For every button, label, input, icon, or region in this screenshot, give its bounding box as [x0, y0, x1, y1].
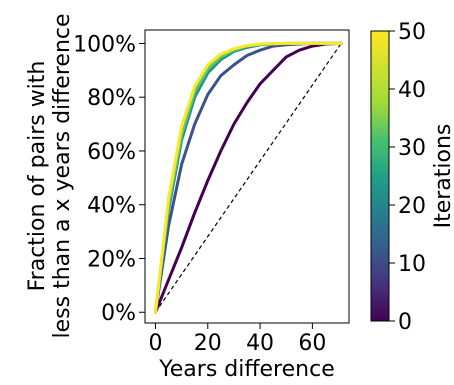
x-tick-label: 60: [298, 331, 326, 356]
x-axis-label: Years difference: [158, 357, 334, 382]
y-tick-label: 0%: [101, 301, 136, 326]
colorbar: 0 10 20 30 40 50 Iterations: [370, 20, 454, 335]
colorbar-tick-label: 40: [398, 78, 426, 103]
colorbar-label: Iterations: [431, 124, 454, 229]
y-tick-label: 60%: [87, 140, 136, 165]
colorbar-ticks: 0 10 20 30 40 50: [389, 20, 426, 335]
y-tick-label: 80%: [87, 86, 136, 111]
x-axis-ticks: 0 20 40 60: [148, 323, 326, 356]
x-tick-label: 20: [194, 331, 222, 356]
plot-area: [144, 29, 350, 324]
diagonal-reference-line: [154, 43, 342, 313]
x-tick-label: 40: [246, 331, 274, 356]
colorbar-gradient: [370, 30, 390, 322]
y-tick-label: 20%: [87, 247, 136, 272]
colorbar-tick-label: 10: [398, 252, 426, 277]
y-axis-label-line1: Fraction of pairs with: [25, 61, 50, 292]
y-tick-label: 40%: [87, 194, 136, 219]
series-line-iteration-0: [154, 41, 343, 314]
y-axis-label-line2: less than a x years difference: [50, 13, 75, 338]
colorbar-tick-label: 20: [398, 194, 426, 219]
plot-frame: [144, 29, 350, 324]
colorbar-tick-label: 30: [398, 136, 426, 161]
colorbar-tick-label: 0: [398, 310, 412, 335]
y-tick-label: 100%: [73, 32, 136, 57]
x-tick-label: 0: [148, 331, 162, 356]
y-axis-label: Fraction of pairs with less than a x yea…: [25, 13, 75, 338]
y-axis-ticks: 0% 20% 40% 60% 80% 100%: [73, 32, 145, 326]
series-layer: [154, 41, 343, 314]
series-line-iteration-50: [154, 41, 343, 314]
colorbar-tick-label: 50: [398, 20, 426, 45]
